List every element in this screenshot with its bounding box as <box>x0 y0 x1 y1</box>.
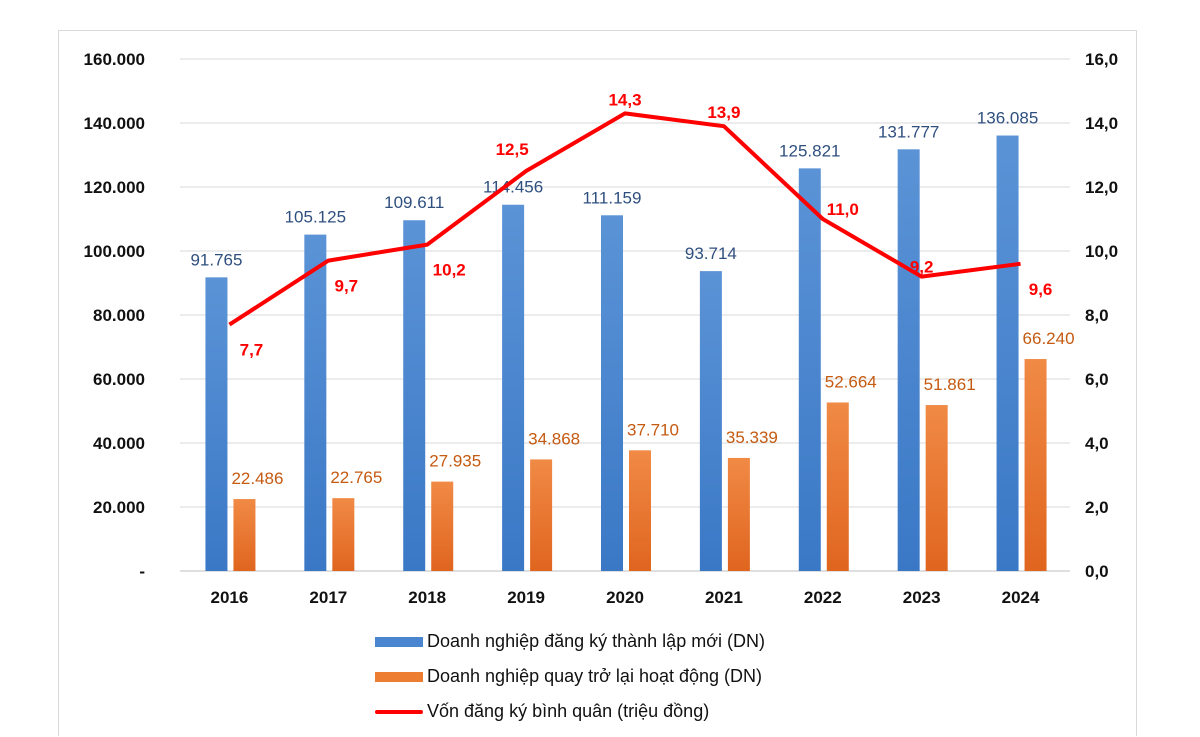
legend: Doanh nghiệp đăng ký thành lập mới (DN) … <box>375 624 765 729</box>
y-left-tick-label: 80.000 <box>93 306 145 325</box>
legend-label: Doanh nghiệp quay trở lại hoạt động (DN) <box>427 666 763 686</box>
x-tick-label: 2023 <box>903 588 941 607</box>
data-label-new-businesses: 93.714 <box>685 244 737 263</box>
data-label-avg-capital: 9,7 <box>335 277 359 296</box>
legend-swatch-blue <box>375 636 423 647</box>
legend-item-returning-businesses: Doanh nghiệp quay trở lại hoạt động (DN) <box>375 659 765 694</box>
legend-swatch-orange <box>375 671 423 682</box>
bar-returning-businesses <box>530 459 553 571</box>
legend-item-new-businesses: Doanh nghiệp đăng ký thành lập mới (DN) <box>375 624 765 659</box>
bar-new-businesses <box>205 277 228 571</box>
bar-new-businesses <box>996 135 1019 571</box>
data-label-new-businesses: 109.611 <box>384 193 444 212</box>
legend-item-avg-capital: Vốn đăng ký bình quân (triệu đồng) <box>375 694 765 729</box>
data-label-returning-businesses: 35.339 <box>726 428 778 447</box>
bar-new-businesses <box>897 149 920 571</box>
y-right-tick-label: 16,0 <box>1085 50 1118 69</box>
y-left-tick-label: 60.000 <box>93 370 145 389</box>
y-right-tick-label: 8,0 <box>1085 306 1109 325</box>
data-label-avg-capital: 13,9 <box>707 103 740 122</box>
y-right-tick-label: 4,0 <box>1085 434 1109 453</box>
data-label-new-businesses: 105.125 <box>285 208 346 227</box>
bar-returning-businesses <box>727 457 750 571</box>
y-left-tick-label: 40.000 <box>93 434 145 453</box>
y-right-tick-label: 2,0 <box>1085 498 1109 517</box>
x-tick-label: 2017 <box>309 588 347 607</box>
data-label-new-businesses: 131.777 <box>878 122 939 141</box>
data-label-new-businesses: 125.821 <box>779 141 840 160</box>
data-label-returning-businesses: 22.486 <box>231 469 283 488</box>
bar-returning-businesses <box>1024 359 1047 571</box>
y-left-tick-label: 160.000 <box>84 50 145 69</box>
bar-returning-businesses <box>233 499 256 571</box>
y-right-tick-label: 12,0 <box>1085 178 1118 197</box>
data-label-returning-businesses: 27.935 <box>429 452 481 471</box>
data-label-avg-capital: 14,3 <box>608 90 641 109</box>
bar-returning-businesses <box>332 498 355 571</box>
data-label-new-businesses: 111.159 <box>583 188 642 207</box>
data-label-returning-businesses: 52.664 <box>825 372 877 391</box>
data-label-returning-businesses: 37.710 <box>627 420 679 439</box>
y-right-tick-label: 10,0 <box>1085 242 1118 261</box>
bar-new-businesses <box>699 271 722 571</box>
data-label-avg-capital: 11,0 <box>827 200 859 219</box>
data-label-new-businesses: 91.765 <box>190 250 242 269</box>
data-label-avg-capital: 10,2 <box>433 261 466 280</box>
data-label-returning-businesses: 34.868 <box>528 429 580 448</box>
line-avg-capital <box>228 111 1021 327</box>
x-tick-label: 2016 <box>211 588 249 607</box>
bar-returning-businesses <box>629 450 651 571</box>
bar-new-businesses <box>502 204 525 572</box>
x-tick-label: 2021 <box>705 588 743 607</box>
data-label-avg-capital: 9,6 <box>1029 280 1053 299</box>
data-label-returning-businesses: 66.240 <box>1023 329 1075 348</box>
data-label-avg-capital: 12,5 <box>496 140 529 159</box>
x-tick-label: 2024 <box>1002 588 1040 607</box>
data-label-avg-capital: 9,2 <box>910 258 934 277</box>
y-right-tick-label: 6,0 <box>1085 370 1109 389</box>
data-label-returning-businesses: 51.861 <box>924 375 976 394</box>
legend-label: Doanh nghiệp đăng ký thành lập mới (DN) <box>427 631 765 651</box>
x-tick-label: 2020 <box>606 588 644 607</box>
y-right-tick-label: 0,0 <box>1085 562 1109 581</box>
bar-new-businesses <box>601 215 623 571</box>
chart-frame <box>58 30 1137 736</box>
legend-label: Vốn đăng ký bình quân (triệu đồng) <box>427 701 710 721</box>
bar-new-businesses <box>403 220 426 571</box>
bar-returning-businesses <box>431 481 454 571</box>
legend-swatch-red-line <box>375 709 423 714</box>
bar-new-businesses <box>304 234 327 571</box>
x-tick-label: 2022 <box>804 588 842 607</box>
bar-returning-businesses <box>826 402 849 571</box>
data-label-new-businesses: 136.085 <box>977 109 1038 128</box>
y-left-tick-label: 140.000 <box>84 114 145 133</box>
data-label-avg-capital: 7,7 <box>240 341 264 360</box>
x-tick-label: 2019 <box>507 588 545 607</box>
y-left-tick-label: - <box>139 562 145 581</box>
y-left-tick-label: 120.000 <box>84 178 145 197</box>
y-left-tick-label: 100.000 <box>84 242 145 261</box>
bar-new-businesses <box>798 168 821 571</box>
y-right-tick-label: 14,0 <box>1085 114 1118 133</box>
y-left-tick-label: 20.000 <box>93 498 145 517</box>
bar-returning-businesses <box>925 405 948 571</box>
x-tick-label: 2018 <box>408 588 446 607</box>
data-label-returning-businesses: 22.765 <box>330 468 382 487</box>
